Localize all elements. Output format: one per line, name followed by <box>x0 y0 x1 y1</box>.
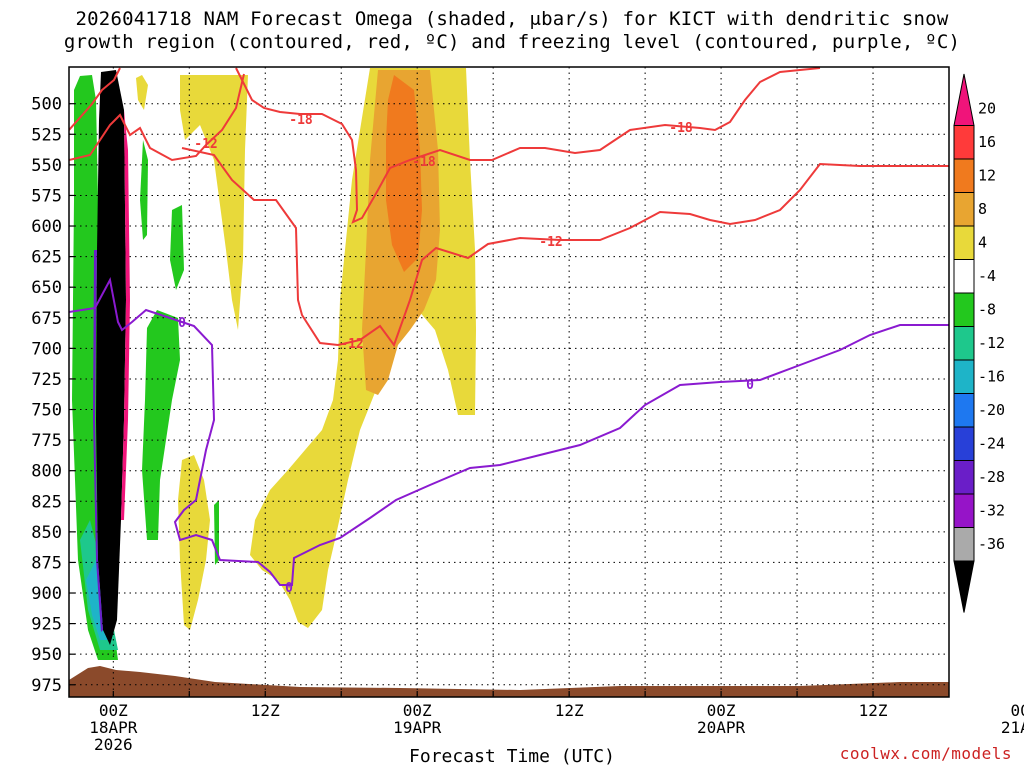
colorbar-band <box>953 125 975 160</box>
y-tick-label: 750 <box>31 401 62 421</box>
colorbar-label: -36 <box>978 535 1005 553</box>
grid <box>69 67 949 697</box>
colorbar-label: 16 <box>978 133 996 151</box>
contour-label: -18 <box>669 121 693 136</box>
x-axis-title: Forecast Time (UTC) <box>409 746 615 767</box>
contour-minus12-left <box>69 67 121 131</box>
x-tick-label: 19APR <box>393 718 442 737</box>
y-axis: 500 525 550 575 600 625 650 675 700 725 750 775 800 8… <box>31 95 75 696</box>
plot-frame <box>68 66 950 698</box>
colorbar-label: -24 <box>978 435 1005 453</box>
colorbar-band <box>953 292 975 327</box>
x-tick-label: 12Z <box>251 701 280 720</box>
y-tick-label: 975 <box>31 676 62 696</box>
colorbar-label: -12 <box>978 334 1005 352</box>
colorbar-label: 20 <box>978 100 996 118</box>
contour-minus18-main <box>235 67 821 224</box>
x-tick-label: 12Z <box>555 701 584 720</box>
x-tick-label: 18APR <box>89 718 138 737</box>
y-tick-label: 625 <box>31 248 62 268</box>
colorbar-label: 8 <box>978 200 987 218</box>
y-tick-label: 950 <box>31 645 62 665</box>
contour-label: -12 <box>539 235 562 250</box>
y-tick-label: 500 <box>31 95 62 115</box>
x-tick-label: 20APR <box>697 718 746 737</box>
contour-label: -12 <box>194 137 217 152</box>
x-tick-label: 21APR <box>1001 718 1024 737</box>
contour-label: -12 <box>340 337 363 352</box>
colorbar-band <box>953 460 975 495</box>
shade-yellow-lowleft <box>178 455 210 630</box>
y-tick-label: 775 <box>31 431 62 451</box>
shade-magenta-edge <box>121 110 130 520</box>
y-tick-label: 700 <box>31 339 62 359</box>
colorbar-label: -32 <box>978 502 1005 520</box>
colorbar-label: -28 <box>978 468 1005 486</box>
contour-label: 0 <box>178 316 186 331</box>
colorbar-label: -16 <box>978 368 1005 386</box>
y-tick-label: 800 <box>31 462 62 482</box>
y-tick-label: 825 <box>31 492 62 512</box>
y-tick-label: 575 <box>31 186 62 206</box>
y-tick-label: 650 <box>31 278 62 298</box>
credit-text: coolwx.com/models <box>839 744 1012 763</box>
x-tick-label: 00Z <box>707 701 736 720</box>
x-axis: 00Z18APR202612Z00Z19APR12Z00Z20APR12Z00Z… <box>89 691 1024 754</box>
colorbar-band <box>953 225 975 260</box>
contour-label: 0 <box>285 581 293 596</box>
x-tick-label: 00Z <box>1011 701 1024 720</box>
contour-minus12-main <box>181 147 949 348</box>
y-tick-label: 525 <box>31 125 62 145</box>
colorbar-band <box>953 326 975 361</box>
y-tick-label: 850 <box>31 523 62 543</box>
y-tick-label: 725 <box>31 370 62 390</box>
contour-label: -18 <box>412 155 436 170</box>
colorbar-label: -20 <box>978 401 1005 419</box>
y-tick-label: 550 <box>31 156 62 176</box>
x-tick-label: 12Z <box>859 701 888 720</box>
contours: -18 -18 -18 -12 -12 -12 0 0 0 <box>69 67 949 596</box>
colorbar-band <box>953 560 975 613</box>
contour-label: -18 <box>289 113 313 128</box>
terrain <box>69 666 949 697</box>
y-tick-label: 875 <box>31 553 62 573</box>
shade-orange <box>386 75 422 272</box>
colorbar-label: 12 <box>978 167 996 185</box>
shade-green-upper <box>140 140 148 240</box>
y-tick-label: 900 <box>31 584 62 604</box>
colorbar-label: 4 <box>978 234 987 252</box>
x-tick-label: 00Z <box>99 701 128 720</box>
contour-freezing-level <box>69 277 949 586</box>
shade-black-core <box>96 70 126 645</box>
contour-label: 0 <box>746 378 754 393</box>
shade-yellow-upper <box>180 75 248 330</box>
shade-yellow-thin <box>136 75 148 110</box>
colorbar-band <box>953 426 975 461</box>
colorbar-band <box>953 359 975 394</box>
y-tick-label: 925 <box>31 615 62 635</box>
colorbar-band <box>953 158 975 193</box>
chart-title-line-1: 2026041718 NAM Forecast Omega (shaded, μ… <box>75 8 949 30</box>
colorbar-label: -4 <box>978 267 996 285</box>
chart-title-line-2: growth region (contoured, red, ºC) and f… <box>63 31 961 53</box>
colorbar-band <box>953 393 975 428</box>
x-tick-label: 2026 <box>94 735 133 754</box>
colorbar-label: -8 <box>978 301 996 319</box>
colorbar: 20 16 12 8 4 -4 -8 -12 -16 -20 -24 -28 -32 -36 <box>953 73 1005 613</box>
shade-purple-edge <box>93 250 103 632</box>
y-tick-label: 675 <box>31 309 62 329</box>
contour-minus18-left <box>69 73 245 162</box>
colorbar-band <box>953 259 975 294</box>
colorbar-band <box>953 192 975 227</box>
colorbar-band <box>953 73 975 126</box>
x-tick-label: 00Z <box>403 701 432 720</box>
shade-green-small <box>170 205 184 290</box>
colorbar-band <box>953 527 975 562</box>
colorbar-band <box>953 493 975 528</box>
y-tick-label: 600 <box>31 217 62 237</box>
shade-green-slab <box>142 310 180 540</box>
